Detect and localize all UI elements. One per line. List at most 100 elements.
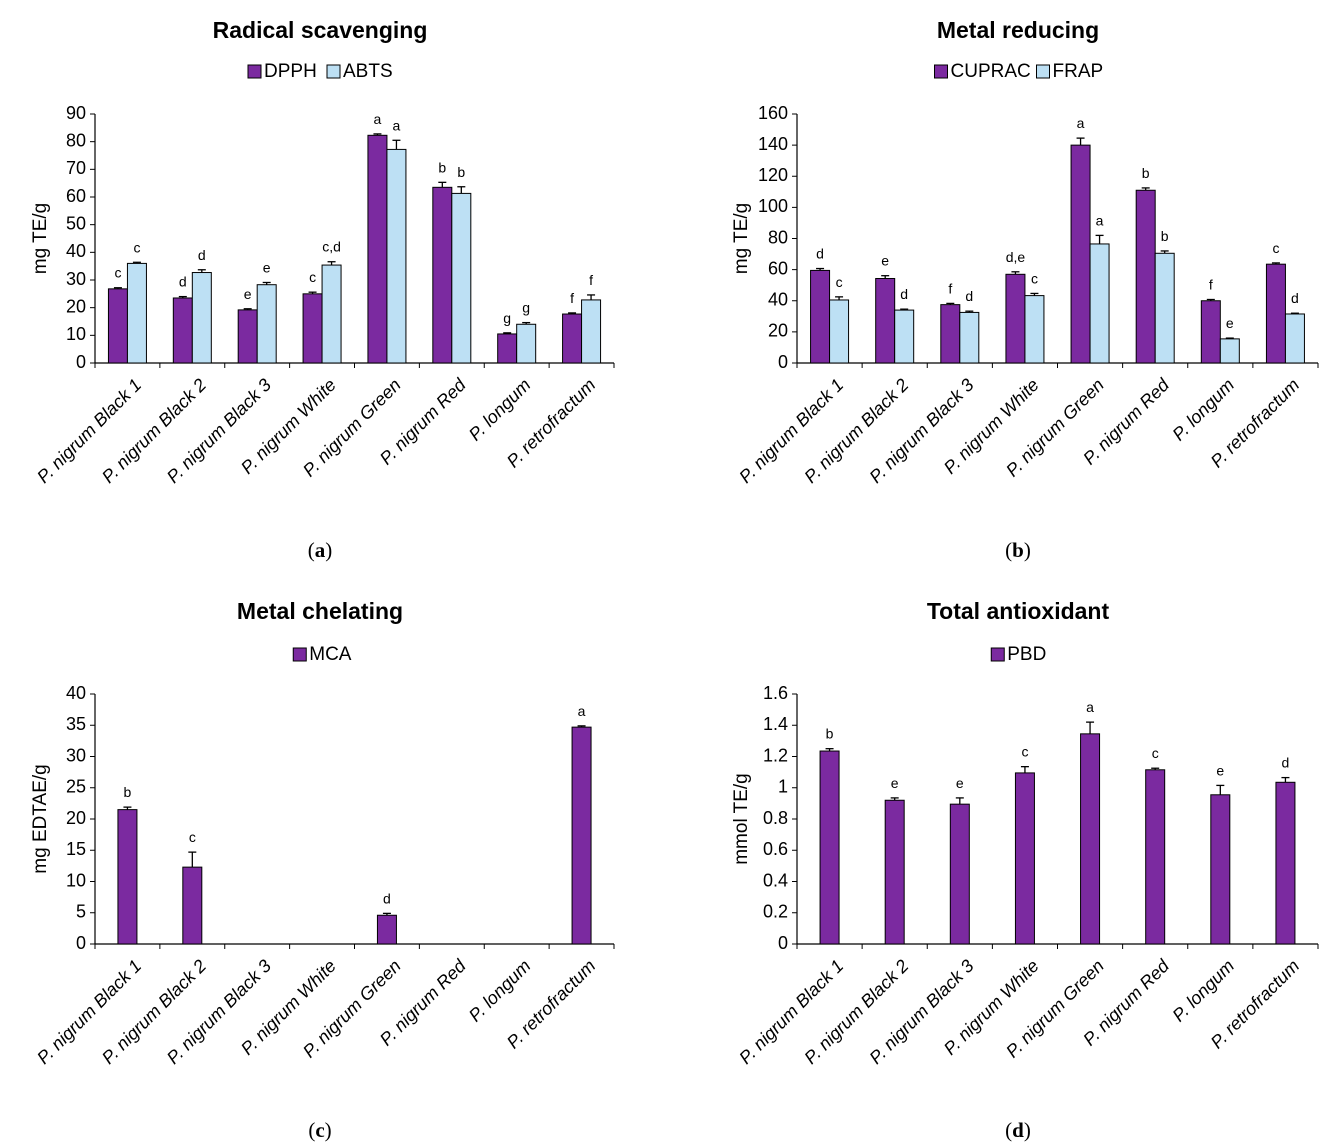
bar-abts bbox=[451, 192, 472, 364]
significance-label: a bbox=[578, 703, 586, 719]
y-tick-label: 160 bbox=[758, 103, 788, 123]
y-tick-label: 1 bbox=[778, 777, 788, 797]
y-tick-label: 80 bbox=[768, 227, 788, 247]
significance-label: b bbox=[1142, 165, 1150, 181]
legend: CUPRAC FRAP bbox=[934, 61, 1104, 82]
bar-pbd bbox=[1145, 769, 1166, 945]
significance-label: d bbox=[198, 247, 206, 263]
significance-label: b bbox=[457, 164, 465, 180]
bar-dpph bbox=[367, 134, 388, 364]
y-tick-label: 15 bbox=[66, 839, 86, 859]
legend-label-frap: FRAP bbox=[1053, 61, 1104, 82]
significance-label: e bbox=[1216, 762, 1224, 778]
significance-label: d bbox=[965, 288, 973, 304]
bar-abts bbox=[516, 323, 537, 364]
y-tick-label: 0.4 bbox=[763, 870, 788, 890]
y-tick-label: 120 bbox=[758, 165, 788, 185]
y-tick-label: 40 bbox=[66, 683, 86, 703]
bar-pbd bbox=[1080, 733, 1101, 945]
bar-cuprac bbox=[810, 269, 831, 364]
panel-caption: (d) bbox=[1005, 1118, 1031, 1142]
bar-abts bbox=[126, 262, 147, 364]
bar-frap bbox=[1219, 338, 1240, 364]
y-tick-label: 1.2 bbox=[763, 745, 788, 765]
legend-swatch-abts bbox=[326, 64, 341, 79]
y-axis-label: mmol TE/g bbox=[731, 773, 752, 865]
significance-label: f bbox=[589, 272, 593, 288]
bar-pbd bbox=[819, 750, 840, 945]
legend-swatch-pbd bbox=[990, 647, 1005, 662]
significance-label: c bbox=[309, 269, 316, 285]
bar-mca bbox=[376, 914, 397, 945]
legend: PBD bbox=[990, 644, 1046, 665]
y-tick-label: 40 bbox=[768, 290, 788, 310]
significance-label: c bbox=[1152, 745, 1159, 761]
bar-pbd bbox=[1275, 781, 1296, 945]
significance-label: d bbox=[1282, 755, 1290, 771]
y-tick-label: 60 bbox=[66, 186, 86, 206]
y-tick-label: 0 bbox=[76, 933, 86, 953]
y-tick-label: 70 bbox=[66, 158, 86, 178]
bar-cuprac bbox=[1265, 263, 1286, 364]
significance-label: f bbox=[1209, 277, 1213, 293]
y-tick-label: 40 bbox=[66, 241, 86, 261]
significance-label: e bbox=[956, 775, 964, 791]
legend-swatch-mca bbox=[292, 647, 307, 662]
legend: DPPH ABTS bbox=[247, 61, 393, 82]
bar-cuprac bbox=[1200, 300, 1221, 364]
y-tick-label: 60 bbox=[768, 258, 788, 278]
legend-swatch-cuprac bbox=[934, 64, 948, 79]
bar-mca bbox=[117, 809, 138, 945]
y-tick-label: 140 bbox=[758, 134, 788, 154]
legend-label-dpph: DPPH bbox=[264, 61, 317, 82]
significance-label: a bbox=[1096, 212, 1104, 228]
y-tick-label: 10 bbox=[66, 324, 86, 344]
y-axis-label: mg TE/g bbox=[731, 203, 752, 274]
significance-label: d bbox=[179, 274, 187, 290]
bar-cuprac bbox=[1070, 144, 1091, 364]
significance-label: a bbox=[1077, 115, 1085, 131]
bar-pbd bbox=[1014, 772, 1035, 945]
y-axis-label: mg TE/g bbox=[30, 203, 51, 274]
legend-label-pbd: PBD bbox=[1007, 644, 1046, 665]
y-tick-label: 50 bbox=[66, 213, 86, 233]
significance-label: c,d bbox=[322, 239, 341, 255]
chart-title: Radical scavenging bbox=[213, 17, 428, 43]
significance-label: a bbox=[374, 111, 382, 127]
bar-frap bbox=[829, 299, 850, 364]
bar-abts bbox=[256, 284, 277, 364]
category-label: P. longum bbox=[465, 375, 535, 445]
significance-label: g bbox=[522, 300, 530, 316]
y-tick-label: 0 bbox=[76, 352, 86, 372]
significance-label: a bbox=[1086, 699, 1094, 715]
y-tick-label: 25 bbox=[66, 777, 86, 797]
significance-label: e bbox=[881, 253, 889, 269]
caption-close-paren: ) bbox=[325, 1118, 332, 1142]
panel-c: Metal chelating MCA 0 5 10 15 20 25 30 35 40 mg EDT… bbox=[30, 598, 615, 1142]
bar-dpph bbox=[497, 333, 518, 364]
panel-b: Metal reducing CUPRAC FRAP 0 20 40 60 80 100 120 1… bbox=[731, 17, 1319, 562]
category-label: P. longum bbox=[1168, 375, 1238, 445]
bar-mca bbox=[182, 866, 203, 945]
bar-mca bbox=[571, 726, 592, 945]
significance-label: d bbox=[816, 246, 824, 262]
panel-a: Radical scavenging DPPH ABTS 0 10 20 30 40 50 60 7… bbox=[30, 17, 615, 562]
legend-swatch-dpph bbox=[247, 64, 262, 79]
y-tick-label: 35 bbox=[66, 714, 86, 734]
significance-label: c bbox=[1031, 270, 1038, 286]
y-tick-label: 1.6 bbox=[763, 683, 788, 703]
bar-dpph bbox=[562, 313, 583, 364]
bar-abts bbox=[191, 272, 212, 364]
legend-label-mca: MCA bbox=[309, 644, 352, 665]
y-tick-label: 1.4 bbox=[763, 714, 788, 734]
caption-letter: b bbox=[1012, 538, 1024, 562]
bar-cuprac bbox=[940, 304, 961, 364]
y-tick-label: 80 bbox=[66, 130, 86, 150]
bar-dpph bbox=[107, 288, 128, 364]
significance-label: c bbox=[114, 265, 121, 281]
bar-dpph bbox=[237, 309, 258, 364]
legend-label-cuprac: CUPRAC bbox=[951, 61, 1031, 82]
significance-label: d bbox=[383, 890, 391, 906]
significance-label: d bbox=[1291, 290, 1299, 306]
y-tick-label: 20 bbox=[768, 321, 788, 341]
